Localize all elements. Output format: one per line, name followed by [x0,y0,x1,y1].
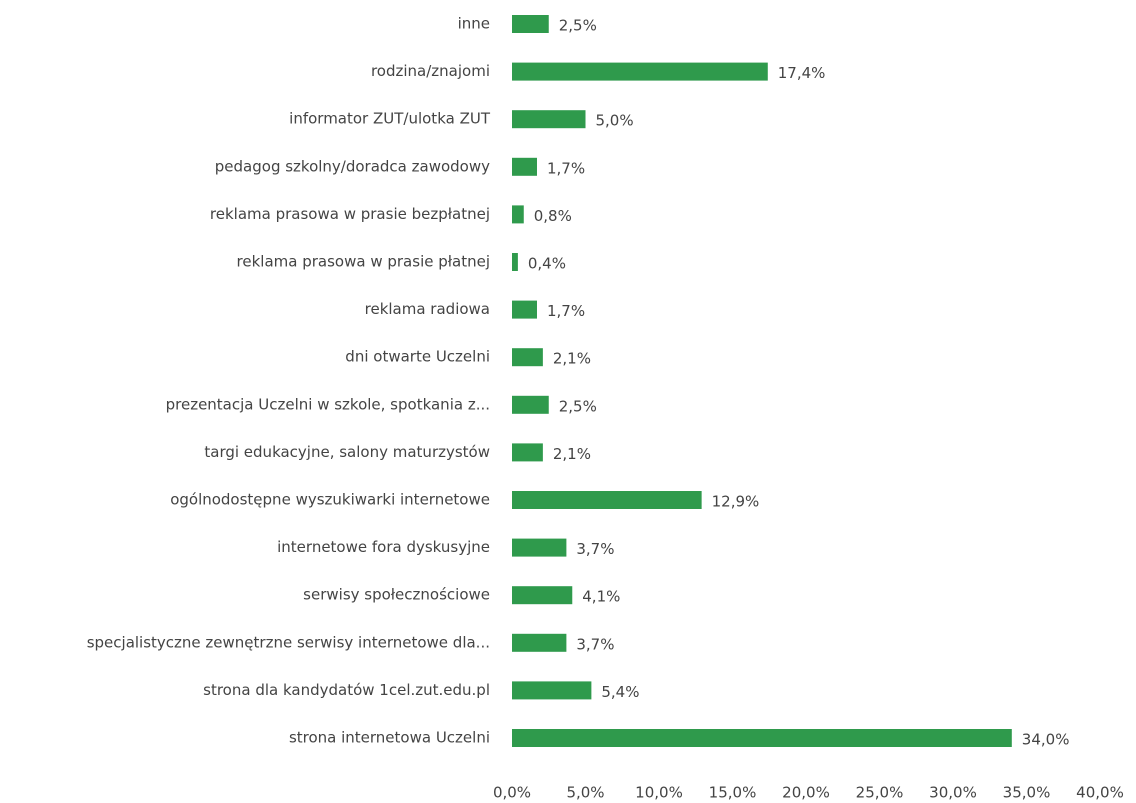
value-label: 4,1% [582,588,620,606]
bar [512,15,549,33]
category-label: specjalistyczne zewnętrzne serwisy inter… [87,633,490,651]
category-label: dni otwarte Uczelni [345,348,490,366]
value-label: 12,9% [712,493,760,511]
value-label: 34,0% [1022,731,1070,749]
value-label: 2,5% [559,397,597,415]
bar [512,253,518,271]
bar [512,157,537,176]
value-label: 3,7% [576,635,614,653]
bar [512,205,524,224]
category-label: strona dla kandydatów 1cel.zut.edu.pl [203,681,490,699]
bar [512,729,1012,747]
category-label: rodzina/znajomi [371,62,490,80]
value-label: 0,8% [534,207,572,225]
value-label: 1,7% [547,159,585,177]
category-label: pedagog szkolny/doradca zawodowy [215,157,490,175]
x-tick-label: 0,0% [493,784,531,802]
category-label: internetowe fora dyskusyjne [277,538,490,556]
category-label: informator ZUT/ulotka ZUT [289,110,491,128]
x-tick-label: 40,0% [1076,784,1124,802]
category-label: prezentacja Uczelni w szkole, spotkania … [166,395,490,413]
x-tick-label: 15,0% [709,784,757,802]
x-tick-label: 35,0% [1003,784,1051,802]
bar [512,443,543,462]
bar [512,62,768,81]
category-label: strona internetowa Uczelni [289,729,490,747]
bar [512,538,567,557]
category-label: serwisy społecznościowe [303,586,490,604]
bar [512,300,537,319]
value-label: 2,5% [559,17,597,35]
bar [512,348,543,367]
value-label: 2,1% [553,445,591,463]
value-label: 0,4% [528,255,566,273]
x-tick-label: 10,0% [635,784,683,802]
bar [512,586,573,605]
bar [512,681,592,700]
value-label: 17,4% [778,64,826,82]
bar [512,633,567,652]
bar [512,395,549,414]
category-label: reklama radiowa [365,300,490,318]
value-label: 2,1% [553,350,591,368]
category-label: ogólnodostępne wyszukiwarki internetowe [170,491,490,509]
value-label: 3,7% [576,540,614,558]
x-tick-label: 25,0% [856,784,904,802]
bar [512,110,586,129]
bar [512,491,702,509]
value-label: 5,4% [601,683,639,701]
x-tick-label: 30,0% [929,784,977,802]
x-tick-label: 20,0% [782,784,830,802]
value-label: 1,7% [547,302,585,320]
value-label: 5,0% [596,112,634,130]
category-label: targi edukacyjne, salony maturzystów [204,443,490,461]
category-label: reklama prasowa w prasie bezpłatnej [210,205,490,223]
x-tick-label: 5,0% [566,784,604,802]
category-label: inne [458,15,490,33]
category-label: reklama prasowa w prasie płatnej [237,253,490,271]
